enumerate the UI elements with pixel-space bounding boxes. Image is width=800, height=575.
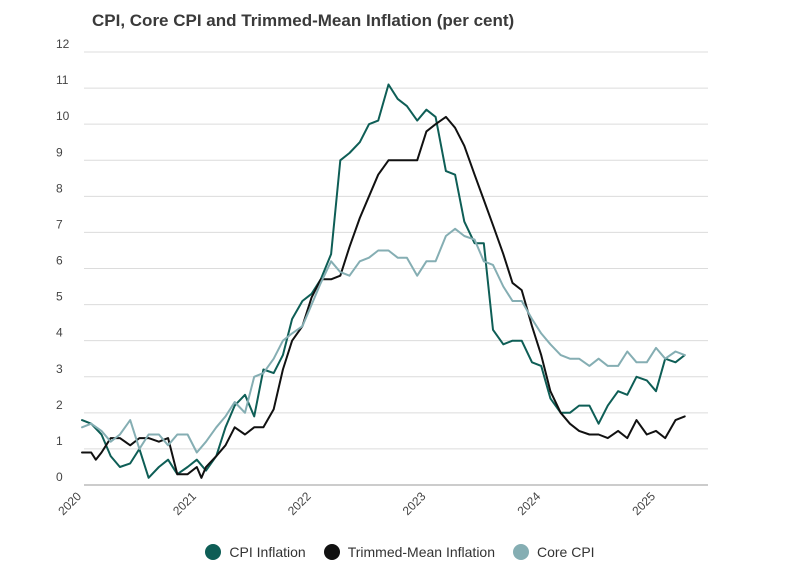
x-tick-label: 2025: [629, 489, 658, 518]
legend-label-cpi: CPI Inflation: [229, 544, 306, 560]
legend-item-trimmed-mean[interactable]: Trimmed-Mean Inflation: [323, 544, 495, 560]
series-line-core-cpi: [81, 227, 686, 454]
y-tick-label: 2: [56, 398, 63, 412]
series-line-cpi-inflation: [81, 83, 686, 479]
x-tick-label: 2020: [55, 489, 84, 518]
legend-label-core-cpi: Core CPI: [537, 544, 595, 560]
y-tick-label: 4: [56, 326, 63, 340]
series-lines: [81, 83, 686, 479]
legend: CPI Inflation Trimmed-Mean Inflation Cor…: [0, 544, 800, 560]
y-tick-label: 1: [56, 434, 63, 448]
series-line-trimmed-mean-inflation: [81, 115, 686, 479]
y-tick-label: 8: [56, 181, 63, 195]
x-tick-label: 2022: [285, 489, 314, 518]
y-tick-label: 5: [56, 290, 63, 304]
legend-marker-trimmed-mean: [323, 544, 340, 560]
legend-marker-cpi: [205, 544, 222, 560]
x-tick-label: 2024: [515, 489, 544, 518]
y-tick-label: 0: [56, 470, 63, 484]
chart-title: CPI, Core CPI and Trimmed-Mean Inflation…: [92, 11, 515, 30]
legend-label-trimmed-mean: Trimmed-Mean Inflation: [347, 544, 495, 560]
x-tick-label: 2023: [400, 489, 429, 518]
y-tick-label: 3: [56, 362, 63, 376]
y-tick-label: 7: [56, 217, 63, 231]
y-tick-label: 9: [56, 145, 63, 159]
y-tick-label: 10: [56, 109, 70, 123]
x-tick-label: 2021: [170, 489, 199, 518]
y-tick-label: 11: [56, 73, 69, 87]
gridlines: [84, 51, 708, 486]
legend-item-cpi[interactable]: CPI Inflation: [205, 544, 306, 560]
x-axis-ticks: 2020 2021 2022 2023 2024 2025: [55, 489, 658, 518]
y-tick-label: 12: [56, 37, 70, 51]
legend-marker-core-cpi: [513, 544, 529, 560]
y-tick-label: 6: [56, 254, 63, 268]
legend-item-core-cpi[interactable]: Core CPI: [513, 544, 595, 560]
